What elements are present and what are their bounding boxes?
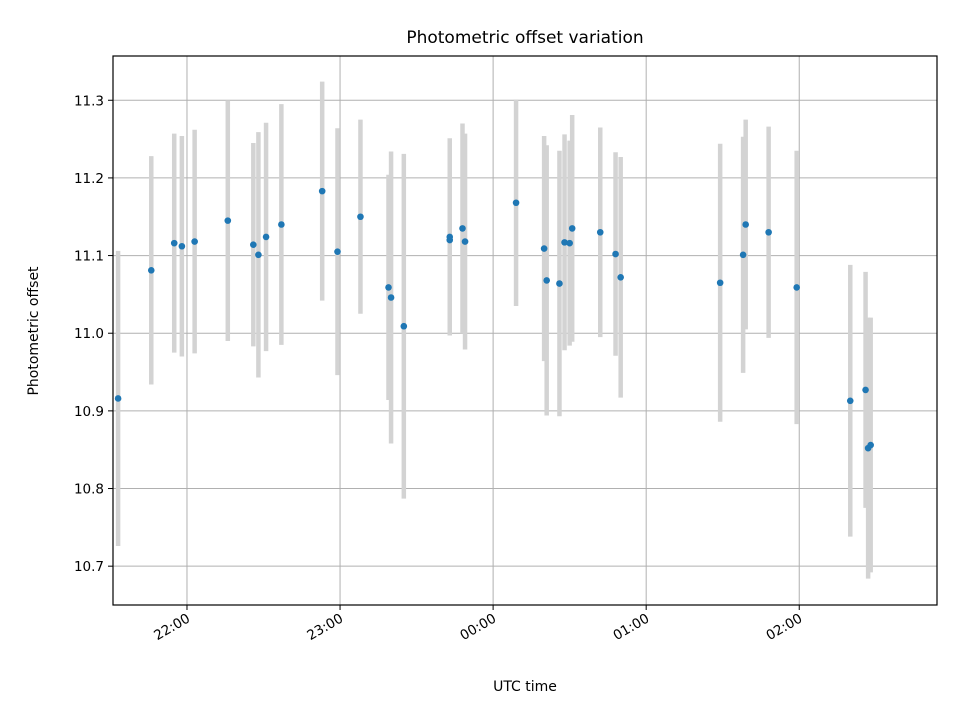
- data-point: [191, 238, 198, 245]
- data-point: [561, 239, 568, 246]
- data-point: [566, 239, 573, 247]
- data-point: [739, 251, 747, 259]
- y-tick-label: 11.2: [74, 171, 104, 187]
- data-point: [318, 187, 326, 195]
- data-point: [147, 267, 155, 274]
- y-axis: 10.7 10.8 10.9 11.0 11.1 11.2 11.3: [74, 93, 113, 575]
- y-tick-label: 10.9: [74, 404, 104, 420]
- grid: [113, 56, 937, 605]
- data-point: [250, 241, 257, 248]
- data-point: [862, 386, 869, 394]
- data-point: [262, 233, 270, 241]
- x-axis-label: UTC time: [493, 679, 557, 695]
- data-point: [170, 239, 178, 247]
- data-point: [461, 238, 469, 245]
- data-point: [612, 250, 619, 258]
- data-point: [867, 441, 874, 449]
- data-points: [114, 187, 874, 452]
- data-point: [556, 280, 563, 287]
- y-tick-label: 10.8: [74, 482, 104, 498]
- data-point: [387, 294, 395, 301]
- plot-area-frame: [112, 55, 938, 606]
- data-point: [459, 225, 466, 232]
- data-point: [255, 251, 262, 259]
- data-point: [114, 395, 122, 402]
- data-point: [540, 245, 548, 252]
- data-point: [334, 248, 341, 255]
- y-tick-label: 11.3: [74, 93, 104, 109]
- y-tick-label: 10.7: [74, 559, 104, 575]
- data-point: [846, 397, 854, 405]
- data-point: [765, 228, 772, 236]
- data-point: [568, 225, 576, 232]
- data-point: [742, 221, 749, 228]
- data-point: [400, 322, 408, 330]
- y-tick-label: 11.0: [74, 326, 104, 342]
- chart-title: Photometric offset variation: [406, 28, 643, 48]
- y-tick-label: 11.1: [74, 249, 104, 265]
- data-point: [716, 279, 724, 287]
- data-point: [357, 213, 364, 221]
- data-point: [278, 221, 285, 228]
- data-point: [793, 284, 800, 291]
- data-point: [512, 199, 520, 207]
- data-point: [596, 228, 604, 236]
- data-point: [385, 284, 392, 291]
- data-point: [446, 236, 454, 244]
- data-point: [543, 277, 550, 284]
- y-axis-label: Photometric offset: [26, 266, 42, 396]
- data-point: [617, 274, 624, 281]
- data-point: [178, 242, 186, 250]
- data-point: [224, 217, 232, 224]
